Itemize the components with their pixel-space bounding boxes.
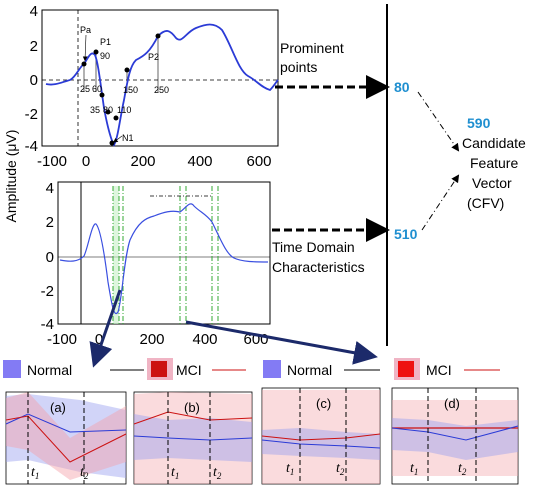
label-35: 35 bbox=[90, 105, 100, 115]
time-domain-count: 510 bbox=[394, 226, 418, 242]
marker-n1 bbox=[109, 140, 115, 146]
time-windows bbox=[112, 186, 219, 324]
arrow-n1 bbox=[113, 135, 123, 143]
svg-text:0: 0 bbox=[95, 331, 103, 348]
top-y-ticks: 4 2 0 -2 -4 bbox=[25, 3, 38, 155]
bottom-plot: 4 2 0 -2 -4 -100 0 200 400 600 bbox=[41, 180, 271, 348]
bottom-signal-curve bbox=[59, 203, 269, 315]
label-n1: N1 bbox=[122, 133, 134, 143]
svg-text:400: 400 bbox=[192, 331, 217, 348]
svg-text:4: 4 bbox=[46, 180, 54, 197]
cfv-label-4: (CFV) bbox=[467, 195, 504, 211]
legend-right: Normal MCI bbox=[263, 358, 500, 380]
label-80: 80 bbox=[103, 105, 113, 115]
cfv-label-2: Feature bbox=[470, 155, 518, 171]
prominent-points-label-2: points bbox=[280, 59, 317, 75]
subplot-b-label: (b) bbox=[184, 400, 200, 415]
top-plot-frame bbox=[41, 9, 279, 147]
zoom-arrow-right bbox=[185, 320, 378, 365]
bottom-y-ticks: 4 2 0 -2 -4 bbox=[41, 180, 54, 333]
subplot-a: (a) t1 t2 bbox=[5, 391, 127, 485]
top-plot: Pa P1 90 P2 25 60 35 80 110 150 250 N1 4… bbox=[25, 3, 279, 170]
marker-150 bbox=[124, 67, 130, 73]
subplot-c: (c) t1 t2 bbox=[261, 387, 381, 485]
legend-mci-patch-right bbox=[398, 361, 414, 377]
svg-text:400: 400 bbox=[187, 153, 212, 170]
legend-left: Normal MCI bbox=[3, 358, 246, 380]
subplot-b: (b) t1 t2 bbox=[133, 391, 253, 485]
subplot-a-t2: t2 bbox=[80, 465, 89, 481]
svg-text:0: 0 bbox=[30, 72, 38, 89]
prominent-points-label-1: Prominent bbox=[280, 40, 344, 56]
label-250: 250 bbox=[154, 85, 169, 95]
subplot-c-label: (c) bbox=[316, 396, 331, 411]
top-x-ticks: -100 0 200 400 600 bbox=[37, 153, 272, 170]
merge-arrow-bottom bbox=[421, 174, 460, 231]
svg-text:0: 0 bbox=[46, 249, 54, 266]
merge-arrow-top bbox=[417, 91, 460, 152]
top-marker-droplines bbox=[83, 34, 159, 92]
subplot-b-t2: t2 bbox=[213, 465, 222, 481]
label-60: 60 bbox=[92, 84, 102, 94]
svg-text:200: 200 bbox=[139, 331, 164, 348]
legend-normal-patch-right bbox=[263, 360, 281, 378]
label-90: 90 bbox=[100, 51, 110, 61]
arrow-pa bbox=[82, 34, 88, 62]
cfv-label-1: Candidate bbox=[462, 135, 526, 151]
subplot-d-t2: t2 bbox=[458, 461, 467, 477]
legend-normal-label-right: Normal bbox=[287, 362, 332, 378]
subplot-d-label: (d) bbox=[444, 396, 460, 411]
bottom-plot-frame bbox=[57, 181, 271, 325]
y-axis-label: Amplitude (μV) bbox=[3, 130, 19, 223]
top-markers bbox=[81, 33, 161, 146]
time-domain-label-1: Time Domain bbox=[272, 239, 355, 255]
svg-text:-2: -2 bbox=[25, 106, 38, 123]
legend-mci-label: MCI bbox=[176, 362, 202, 378]
label-p2: P2 bbox=[148, 52, 159, 62]
subplot-d-t1: t1 bbox=[410, 461, 418, 477]
prominent-count: 80 bbox=[394, 79, 410, 95]
subplot-d: (d) t1 t2 bbox=[391, 387, 519, 485]
cfv-label-3: Vector bbox=[472, 175, 512, 191]
subplot-a-t1: t1 bbox=[31, 465, 39, 481]
marker-pa bbox=[81, 61, 87, 67]
subplot-c-t2: t2 bbox=[336, 461, 345, 477]
label-25: 25 bbox=[80, 84, 90, 94]
subplot-b-t1: t1 bbox=[171, 465, 179, 481]
bottom-x-ticks: -100 0 200 400 600 bbox=[47, 331, 269, 348]
marker-p1 bbox=[93, 49, 99, 55]
legend-mci-label-right: MCI bbox=[426, 362, 452, 378]
legend-mci-patch bbox=[151, 361, 167, 377]
svg-text:-4: -4 bbox=[25, 138, 38, 155]
subplot-a-label: (a) bbox=[50, 400, 66, 415]
subplot-c-t1: t1 bbox=[286, 461, 294, 477]
marker-35 bbox=[99, 92, 105, 98]
svg-text:-100: -100 bbox=[47, 331, 77, 348]
legend-normal-patch bbox=[3, 360, 21, 378]
marker-110 bbox=[113, 115, 119, 121]
svg-text:4: 4 bbox=[30, 3, 38, 20]
label-pa: Pa bbox=[80, 25, 91, 35]
svg-text:2: 2 bbox=[46, 214, 54, 231]
svg-text:-100: -100 bbox=[37, 153, 67, 170]
label-110: 110 bbox=[117, 105, 131, 115]
svg-text:-4: -4 bbox=[41, 316, 54, 333]
marker-80 bbox=[105, 109, 111, 115]
svg-text:2: 2 bbox=[30, 38, 38, 55]
time-domain-label-2: Characteristics bbox=[272, 259, 365, 275]
svg-text:0: 0 bbox=[82, 153, 90, 170]
label-p1: P1 bbox=[100, 37, 111, 47]
label-150: 150 bbox=[123, 85, 138, 95]
cfv-count: 590 bbox=[467, 115, 491, 131]
legend-normal-label: Normal bbox=[27, 362, 72, 378]
svg-text:200: 200 bbox=[130, 153, 155, 170]
zoom-arrow-left bbox=[89, 289, 122, 368]
svg-text:-2: -2 bbox=[41, 283, 54, 300]
marker-p2 bbox=[155, 33, 161, 39]
svg-text:600: 600 bbox=[246, 153, 271, 170]
